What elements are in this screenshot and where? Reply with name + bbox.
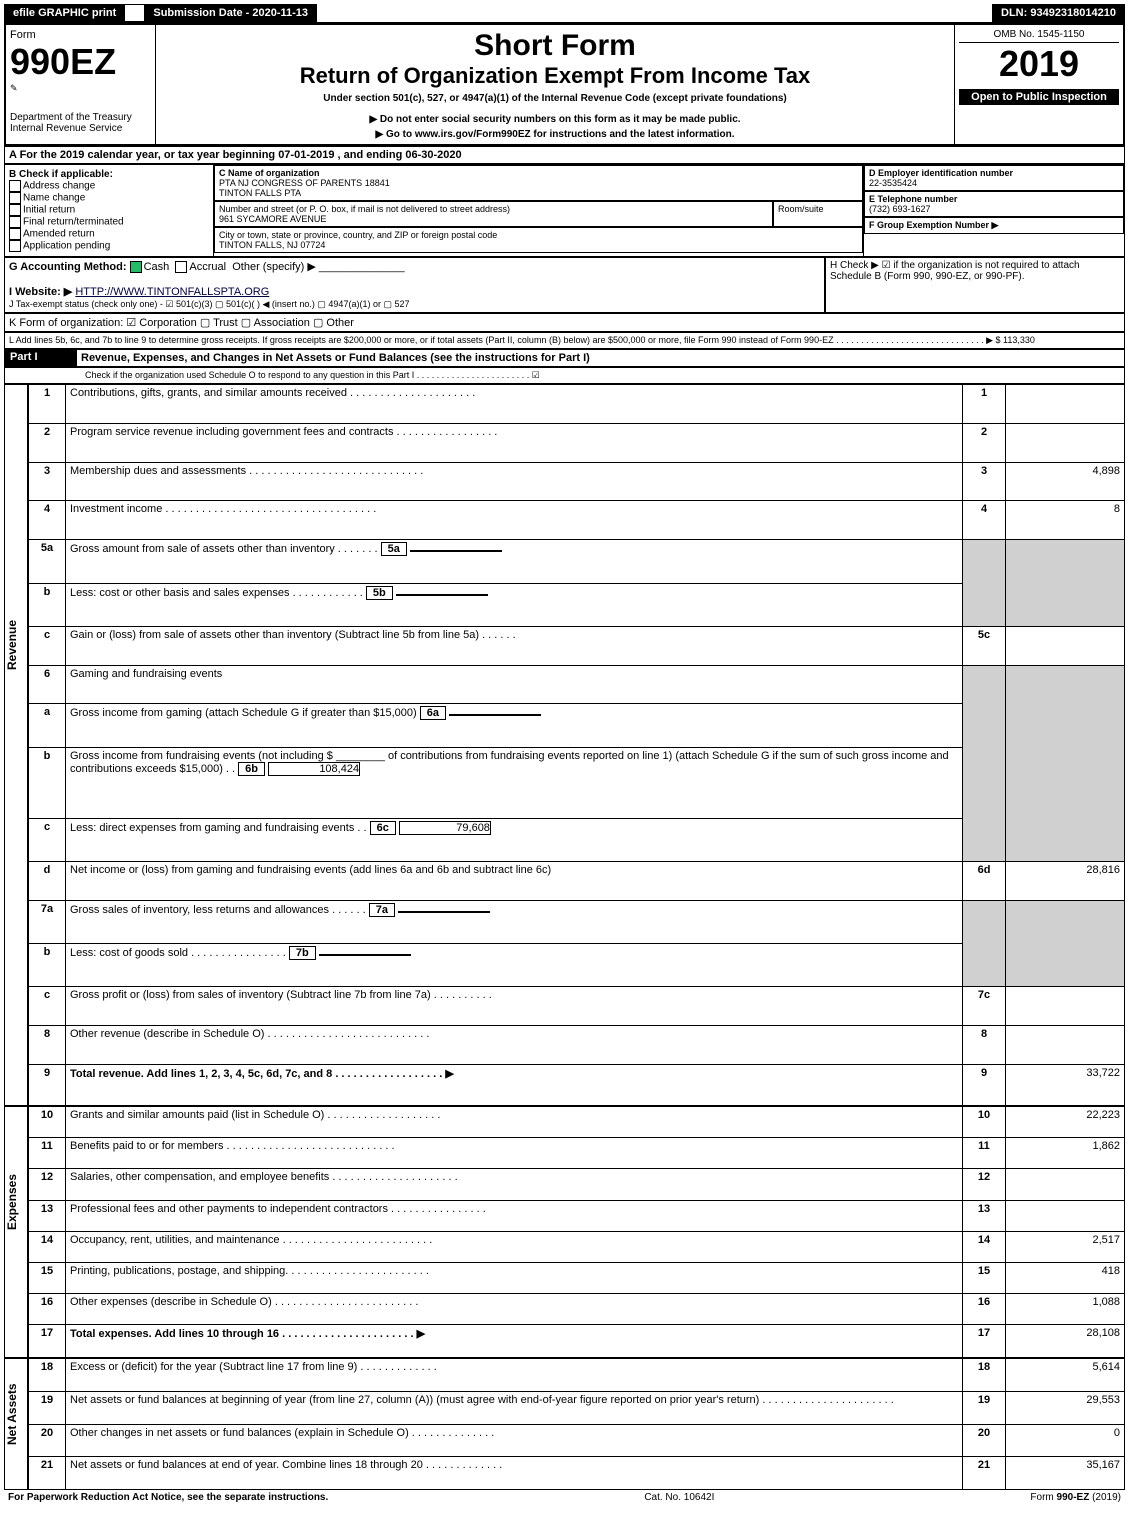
box-g-label: G Accounting Method: bbox=[9, 261, 127, 273]
form-header: Form 990EZ ✎ Department of the Treasury … bbox=[4, 23, 1125, 146]
line-7a: Gross sales of inventory, less returns a… bbox=[70, 904, 366, 916]
box-l: L Add lines 5b, 6c, and 7b to line 9 to … bbox=[4, 332, 1125, 349]
ein: 22-3535424 bbox=[869, 178, 917, 188]
line-12: Salaries, other compensation, and employ… bbox=[66, 1169, 963, 1200]
efile-print-button[interactable]: efile GRAPHIC print bbox=[4, 4, 125, 22]
street: 961 SYCAMORE AVENUE bbox=[219, 214, 326, 224]
info-grid: B Check if applicable: Address change Na… bbox=[4, 164, 1125, 257]
footer-right: Form 990-EZ (2019) bbox=[1030, 1492, 1121, 1503]
netassets-table: 18Excess or (deficit) for the year (Subt… bbox=[28, 1358, 1125, 1490]
gap bbox=[125, 4, 144, 22]
box-b-label: B Check if applicable: bbox=[9, 169, 113, 180]
part1-label: Part I bbox=[4, 349, 76, 367]
org-name-1: PTA NJ CONGRESS OF PARENTS 18841 bbox=[219, 178, 390, 188]
box-j: J Tax-exempt status (check only one) - ☑… bbox=[9, 299, 409, 309]
dept-treasury: Department of the Treasury bbox=[10, 112, 151, 123]
short-form-title: Short Form bbox=[160, 29, 950, 63]
line-14: Occupancy, rent, utilities, and maintena… bbox=[66, 1231, 963, 1262]
footer-left: For Paperwork Reduction Act Notice, see … bbox=[8, 1492, 328, 1503]
top-bar: efile GRAPHIC print Submission Date - 20… bbox=[4, 4, 1125, 23]
dln: DLN: 93492318014210 bbox=[992, 4, 1125, 22]
box-d-label: D Employer identification number bbox=[869, 168, 1013, 178]
line-7c: Gross profit or (loss) from sales of inv… bbox=[66, 987, 963, 1026]
submission-date: Submission Date - 2020-11-13 bbox=[144, 4, 317, 22]
line-18: Excess or (deficit) for the year (Subtra… bbox=[66, 1359, 963, 1392]
line-13: Professional fees and other payments to … bbox=[66, 1200, 963, 1231]
line-1: Contributions, gifts, grants, and simila… bbox=[66, 385, 963, 424]
footer-mid: Cat. No. 10642I bbox=[644, 1492, 714, 1503]
footer: For Paperwork Reduction Act Notice, see … bbox=[4, 1490, 1125, 1505]
city-label: City or town, state or province, country… bbox=[219, 230, 497, 240]
ssn-warning: ▶ Do not enter social security numbers o… bbox=[160, 114, 950, 125]
line-9: Total revenue. Add lines 1, 2, 3, 4, 5c,… bbox=[66, 1064, 963, 1105]
city: TINTON FALLS, NJ 07724 bbox=[219, 240, 325, 250]
line-3: Membership dues and assessments . . . . … bbox=[66, 462, 963, 501]
line-6a: Gross income from gaming (attach Schedul… bbox=[70, 707, 417, 719]
acct-accrual[interactable]: Accrual bbox=[189, 261, 226, 273]
chk-address-change[interactable]: Address change bbox=[23, 181, 95, 192]
box-i-label: I Website: ▶ bbox=[9, 286, 72, 298]
org-name-2: TINTON FALLS PTA bbox=[219, 188, 301, 198]
form-word: Form bbox=[10, 29, 151, 41]
room-suite-label: Room/suite bbox=[773, 201, 863, 227]
box-e-label: E Telephone number bbox=[869, 194, 957, 204]
netassets-side-label: Net Assets bbox=[5, 1359, 19, 1489]
line-19: Net assets or fund balances at beginning… bbox=[66, 1391, 963, 1424]
street-label: Number and street (or P. O. box, if mail… bbox=[219, 204, 510, 214]
acct-cash[interactable]: Cash bbox=[144, 261, 170, 273]
line-21: Net assets or fund balances at end of ye… bbox=[66, 1457, 963, 1490]
line-15: Printing, publications, postage, and shi… bbox=[66, 1262, 963, 1293]
acct-other[interactable]: Other (specify) ▶ bbox=[232, 261, 316, 273]
chk-final-return[interactable]: Final return/terminated bbox=[23, 217, 124, 228]
line-4: Investment income . . . . . . . . . . . … bbox=[66, 501, 963, 540]
line-6c: Less: direct expenses from gaming and fu… bbox=[70, 822, 367, 834]
goto-link[interactable]: ▶ Go to www.irs.gov/Form990EZ for instru… bbox=[160, 129, 950, 140]
expenses-table: 10Grants and similar amounts paid (list … bbox=[28, 1106, 1125, 1358]
part1-check-line: Check if the organization used Schedule … bbox=[4, 367, 1125, 384]
line-10: Grants and similar amounts paid (list in… bbox=[66, 1107, 963, 1138]
line-6d: Net income or (loss) from gaming and fun… bbox=[66, 861, 963, 900]
irs: Internal Revenue Service bbox=[10, 123, 151, 134]
chk-application-pending[interactable]: Application pending bbox=[23, 241, 110, 252]
subtitle: Under section 501(c), 527, or 4947(a)(1)… bbox=[160, 93, 950, 104]
line-2: Program service revenue including govern… bbox=[66, 423, 963, 462]
part1-heading: Revenue, Expenses, and Changes in Net As… bbox=[76, 349, 1125, 367]
line-6b: Gross income from fundraising events (no… bbox=[70, 750, 949, 775]
omb: OMB No. 1545-1150 bbox=[959, 29, 1119, 43]
return-title: Return of Organization Exempt From Incom… bbox=[160, 63, 950, 89]
line-5a: Gross amount from sale of assets other t… bbox=[70, 543, 378, 555]
line-5b: Less: cost or other basis and sales expe… bbox=[70, 587, 363, 599]
line-5c: Gain or (loss) from sale of assets other… bbox=[66, 626, 963, 665]
line-20: Other changes in net assets or fund bala… bbox=[66, 1424, 963, 1457]
chk-initial-return[interactable]: Initial return bbox=[23, 205, 75, 216]
revenue-side-label: Revenue bbox=[5, 385, 19, 1105]
website-link[interactable]: HTTP://WWW.TINTONFALLSPTA.ORG bbox=[75, 286, 269, 298]
box-c-label: C Name of organization bbox=[219, 168, 320, 178]
line-11: Benefits paid to or for members . . . . … bbox=[66, 1138, 963, 1169]
box-f-label: F Group Exemption Number ▶ bbox=[869, 220, 998, 230]
chk-amended-return[interactable]: Amended return bbox=[23, 229, 95, 240]
tax-year: 2019 bbox=[959, 43, 1119, 85]
revenue-table: 1Contributions, gifts, grants, and simil… bbox=[28, 384, 1125, 1106]
line-6: Gaming and fundraising events bbox=[66, 665, 963, 704]
period-line: A For the 2019 calendar year, or tax yea… bbox=[4, 146, 1125, 164]
line-17: Total expenses. Add lines 10 through 16 … bbox=[66, 1325, 963, 1358]
line-8: Other revenue (describe in Schedule O) .… bbox=[66, 1026, 963, 1065]
box-k: K Form of organization: ☑ Corporation ▢ … bbox=[4, 313, 1125, 332]
box-h: H Check ▶ ☑ if the organization is not r… bbox=[825, 257, 1125, 313]
chk-name-change[interactable]: Name change bbox=[23, 193, 85, 204]
form-number: 990EZ bbox=[10, 41, 151, 83]
expenses-side-label: Expenses bbox=[5, 1107, 19, 1357]
open-to-public: Open to Public Inspection bbox=[959, 89, 1119, 105]
telephone: (732) 693-1627 bbox=[869, 204, 931, 214]
line-7b: Less: cost of goods sold . . . . . . . .… bbox=[70, 947, 286, 959]
line-16: Other expenses (describe in Schedule O) … bbox=[66, 1293, 963, 1324]
